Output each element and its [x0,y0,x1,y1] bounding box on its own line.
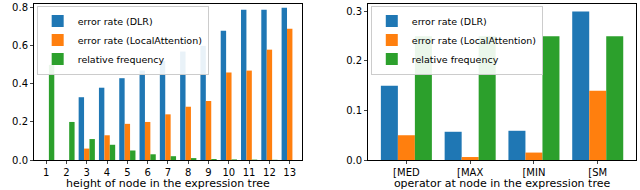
svg-text:12: 12 [263,167,276,178]
svg-text:13: 13 [283,167,296,178]
svg-text:0.2: 0.2 [346,55,362,66]
svg-text:0.0: 0.0 [346,155,362,166]
svg-text:8: 8 [185,167,191,178]
svg-text:[MAX: [MAX [457,167,483,178]
svg-text:0.0: 0.0 [12,155,28,166]
svg-text:5: 5 [124,167,130,178]
svg-text:10: 10 [222,167,235,178]
svg-text:2: 2 [63,167,69,178]
svg-text:operator at node in the expres: operator at node in the expression tree [394,177,611,190]
svg-text:7: 7 [165,167,171,178]
svg-text:0.4: 0.4 [12,78,28,89]
svg-text:height of node in the expressi: height of node in the expression tree [66,177,270,190]
svg-text:11: 11 [243,167,256,178]
svg-text:0.2: 0.2 [12,116,28,127]
svg-text:6: 6 [144,167,150,178]
svg-text:0.1: 0.1 [346,105,362,116]
svg-text:1: 1 [43,167,49,178]
svg-text:[SM: [SM [588,167,607,178]
svg-text:error rate (DLR): error rate (DLR) [78,16,153,27]
svg-text:[MIN: [MIN [522,167,545,178]
svg-text:[MED: [MED [393,167,420,178]
svg-text:3: 3 [84,167,90,178]
svg-text:0.6: 0.6 [12,40,28,51]
svg-text:4: 4 [104,167,110,178]
svg-text:relative frequency: relative frequency [78,54,165,65]
svg-text:0.3: 0.3 [346,6,362,17]
svg-text:9: 9 [205,167,211,178]
svg-text:relative frequency: relative frequency [412,54,499,65]
svg-text:error rate (LocalAttention): error rate (LocalAttention) [78,35,202,46]
svg-text:0.8: 0.8 [12,2,28,13]
svg-text:error rate (LocalAttention): error rate (LocalAttention) [412,35,536,46]
svg-text:error rate (DLR): error rate (DLR) [412,16,487,27]
